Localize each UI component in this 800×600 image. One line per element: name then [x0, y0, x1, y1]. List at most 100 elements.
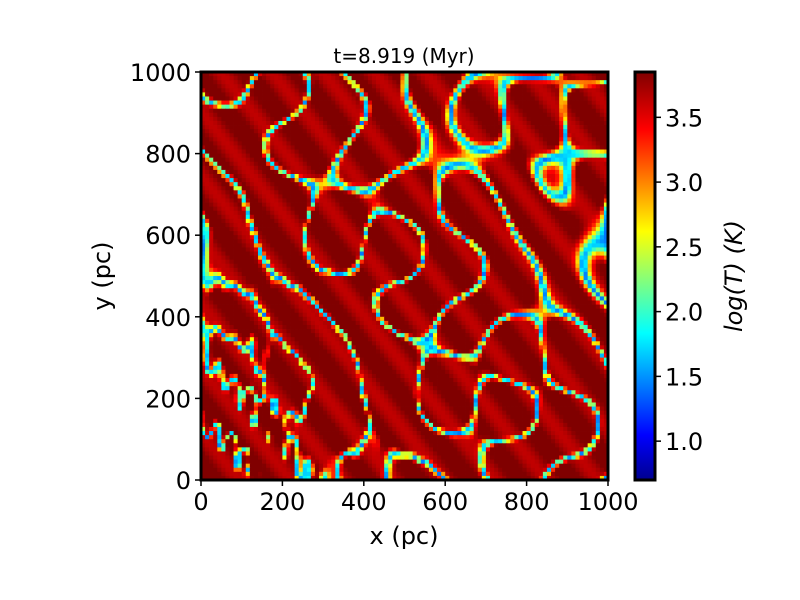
heatmap-cell: [461, 227, 466, 232]
heatmap-cell: [542, 137, 548, 142]
heatmap-cell: [498, 153, 503, 159]
heatmap-cell: [249, 202, 255, 208]
heatmap-cell: [371, 247, 377, 252]
heatmap-cell: [380, 239, 385, 244]
heatmap-cell: [457, 227, 462, 232]
heatmap-cell: [453, 222, 458, 228]
heatmap-cell: [201, 271, 206, 277]
heatmap-cell: [371, 186, 377, 191]
heatmap-cell: [241, 84, 247, 89]
heatmap-cell: [245, 137, 251, 142]
heatmap-cell: [380, 112, 385, 118]
heatmap-cell: [416, 84, 422, 89]
heatmap-cell: [563, 157, 568, 163]
heatmap-cell: [392, 243, 397, 248]
heatmap-cell: [603, 243, 608, 248]
heatmap-cell: [563, 161, 568, 167]
heatmap-cell: [217, 161, 222, 167]
heatmap-cell: [571, 120, 576, 126]
heatmap-cell: [351, 259, 357, 265]
heatmap-cell: [469, 141, 475, 146]
heatmap-cell: [384, 231, 389, 236]
heatmap-cell: [351, 194, 357, 199]
heatmap-cell: [319, 149, 324, 154]
heatmap-cell: [339, 76, 344, 81]
heatmap-cell: [603, 218, 608, 224]
heatmap-cell: [278, 76, 283, 81]
heatmap-cell: [225, 251, 230, 256]
heatmap-cell: [205, 251, 210, 256]
heatmap-cell: [591, 247, 597, 252]
heatmap-cell: [253, 267, 259, 273]
heatmap-cell: [237, 218, 243, 224]
heatmap-cell: [473, 165, 479, 171]
heatmap-cell: [339, 222, 344, 228]
heatmap-cell: [294, 92, 300, 97]
heatmap-cell: [233, 116, 239, 122]
heatmap-cell: [432, 178, 438, 183]
heatmap-cell: [481, 271, 487, 277]
heatmap-cell: [424, 116, 430, 122]
heatmap-cell: [290, 251, 296, 256]
heatmap-cell: [416, 251, 422, 256]
heatmap-cell: [514, 104, 519, 110]
heatmap-cell: [241, 145, 247, 150]
heatmap-cell: [502, 247, 507, 252]
heatmap-cell: [367, 198, 373, 203]
heatmap-cell: [363, 198, 369, 203]
heatmap-cell: [245, 198, 251, 203]
heatmap-cell: [599, 218, 605, 224]
heatmap-cell: [494, 202, 499, 208]
heatmap-cell: [233, 194, 239, 199]
heatmap-cell: [546, 222, 552, 228]
heatmap-cell: [359, 190, 365, 195]
heatmap-cell: [359, 214, 365, 220]
heatmap-cell: [518, 218, 523, 224]
heatmap-cell: [201, 161, 206, 167]
heatmap-cell: [270, 178, 275, 183]
heatmap-cell: [473, 231, 479, 236]
heatmap-cell: [498, 259, 503, 265]
heatmap-cell: [314, 92, 320, 97]
heatmap-cell: [432, 84, 438, 89]
heatmap-cell: [555, 133, 560, 138]
heatmap-cell: [506, 218, 511, 224]
heatmap-cell: [461, 129, 466, 134]
heatmap-cell: [408, 210, 414, 216]
heatmap-cell: [306, 104, 312, 110]
heatmap-cell: [559, 92, 564, 97]
heatmap-cell: [209, 141, 214, 146]
heatmap-cell: [522, 247, 527, 252]
heatmap-cell: [233, 129, 239, 134]
heatmap-cell: [351, 149, 357, 154]
heatmap-cell: [221, 72, 226, 77]
heatmap-cell: [449, 96, 454, 101]
heatmap-cell: [314, 129, 320, 134]
heatmap-cell: [526, 108, 532, 114]
heatmap-cell: [432, 145, 438, 150]
heatmap-cell: [205, 202, 210, 208]
heatmap-cell: [416, 235, 422, 240]
heatmap-cell: [453, 198, 458, 203]
heatmap-cell: [351, 227, 357, 232]
heatmap-cell: [424, 210, 430, 216]
heatmap-cell: [367, 165, 373, 171]
heatmap-cell: [534, 231, 540, 236]
heatmap-cell: [241, 100, 247, 106]
heatmap-cell: [217, 137, 222, 142]
heatmap-cell: [534, 218, 540, 224]
heatmap-cell: [428, 165, 434, 171]
heatmap-cell: [408, 129, 414, 134]
heatmap-cell: [510, 149, 515, 154]
heatmap-cell: [257, 259, 263, 265]
heatmap-cell: [306, 84, 312, 89]
heatmap-cell: [461, 116, 466, 122]
heatmap-cell: [437, 202, 442, 208]
heatmap-cell: [555, 235, 560, 240]
heatmap-cell: [449, 72, 454, 77]
heatmap-cell: [380, 157, 385, 163]
heatmap-cell: [485, 161, 491, 167]
heatmap-cell: [298, 157, 304, 163]
heatmap-cell: [583, 218, 589, 224]
